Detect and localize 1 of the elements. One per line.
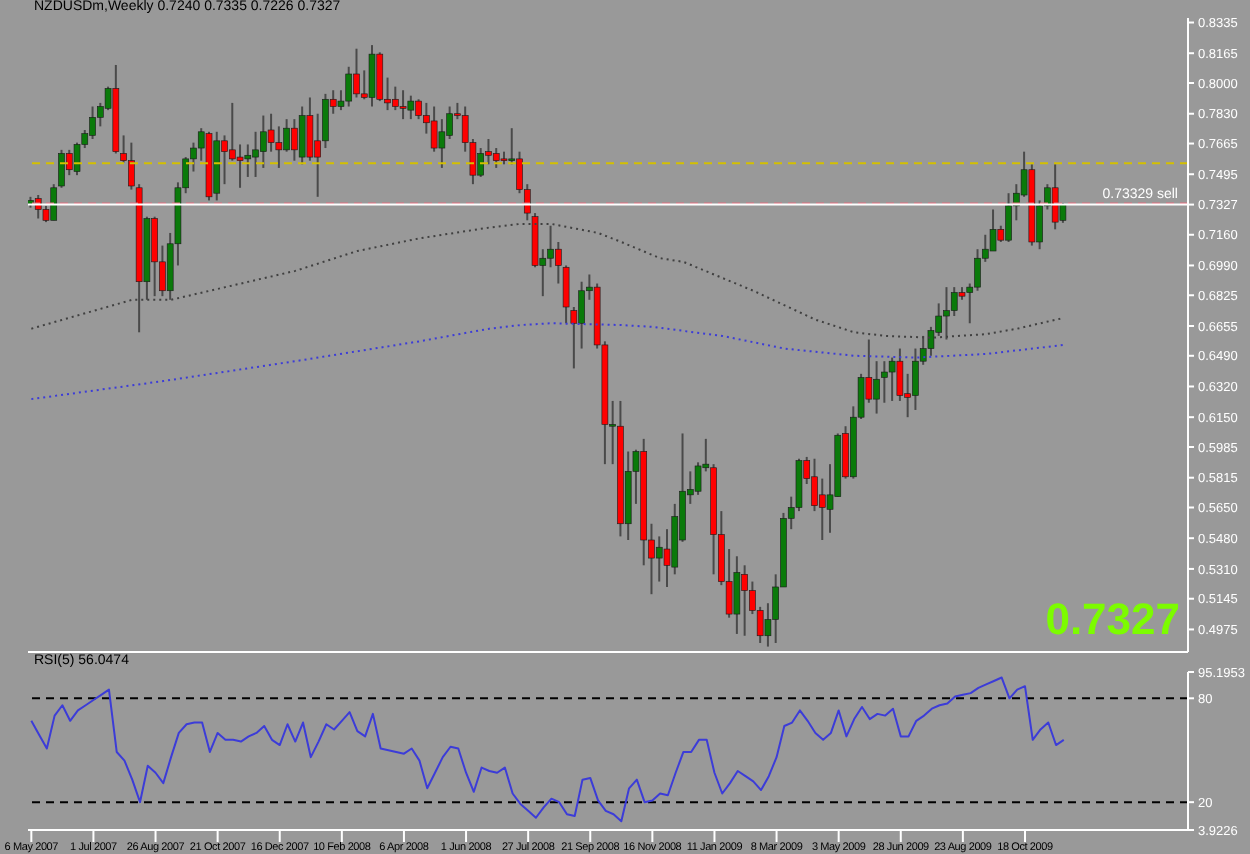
- annotation: 0.7327: [1045, 594, 1180, 646]
